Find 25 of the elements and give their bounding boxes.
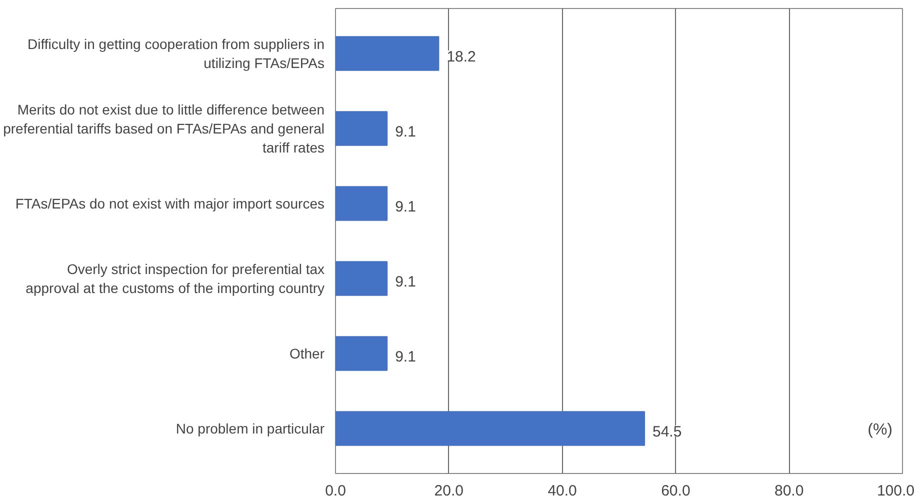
y-tick-label: Merits do not exist due to little difference between preferential tariffs based on FTAs/EPAs and general tariff rates: [3, 101, 325, 156]
data-label: 18.2: [446, 48, 476, 66]
x-tick-label: 80.0: [774, 482, 804, 498]
data-label: 9.1: [395, 198, 416, 216]
data-label: 54.5: [652, 424, 682, 440]
data-label: 9.1: [395, 348, 416, 366]
y-tick-label: Other: [289, 346, 325, 362]
x-tick-label: 20.0: [434, 482, 464, 498]
bar: [336, 411, 646, 446]
bar: [336, 336, 388, 371]
y-tick-label: Difficulty in getting cooperation from suppliers in utilizing FTAs/EPAs: [28, 36, 325, 72]
bar: [336, 261, 388, 296]
x-tick-label: 100.0: [876, 482, 914, 498]
x-tick-label: 40.0: [548, 482, 577, 498]
y-tick-label: Overly strict inspection for preferential tax approval at the customs of the importing country: [26, 260, 325, 296]
data-label: 9.1: [395, 274, 416, 290]
x-tick-label: 60.0: [661, 482, 690, 498]
x-tick-label: 0.0: [325, 482, 346, 498]
bar: [336, 186, 388, 221]
annotation: (%): [868, 422, 893, 438]
y-tick-label: FTAs/EPAs do not exist with major import sources: [15, 196, 325, 212]
bar: [336, 36, 440, 71]
y-tick-label: No problem in particular: [176, 420, 325, 436]
bar: [336, 111, 388, 146]
data-label: 9.1: [395, 124, 416, 140]
